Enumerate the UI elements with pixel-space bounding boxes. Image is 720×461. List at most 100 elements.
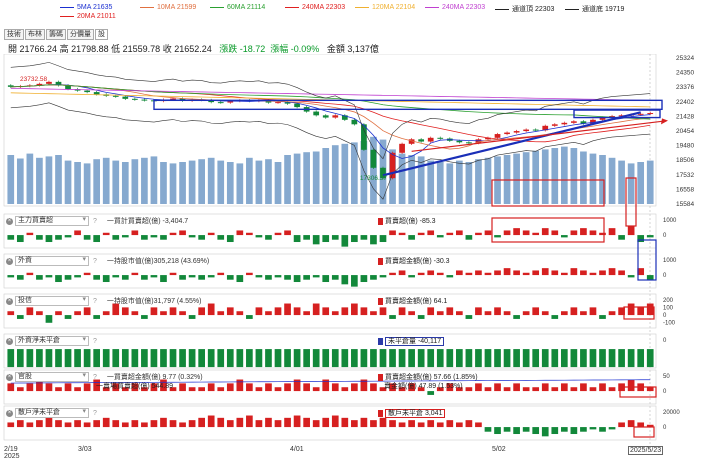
panel-stat-value: 買賣超(億) -85.3 bbox=[385, 218, 436, 225]
indicator-bar bbox=[331, 349, 339, 368]
indicator-bar bbox=[389, 315, 396, 319]
candle-body bbox=[571, 121, 577, 123]
indicator-bar bbox=[570, 387, 578, 392]
indicator-bar bbox=[169, 272, 177, 276]
channel-bottom-line bbox=[10, 102, 651, 200]
volume-bar bbox=[131, 159, 139, 204]
panel-header: ×外資? 一持股市值(億)305,218 (43.69%) bbox=[6, 256, 209, 267]
volume-bar bbox=[608, 157, 616, 204]
indicator-bar bbox=[150, 275, 158, 278]
indicator-bar bbox=[303, 349, 310, 368]
volume-bar bbox=[446, 163, 454, 204]
indicator-bar bbox=[112, 303, 120, 316]
indicator-bar bbox=[541, 349, 549, 368]
close-panel-icon[interactable]: × bbox=[6, 257, 13, 265]
indicator-bar bbox=[379, 307, 387, 316]
indicator-bar bbox=[179, 311, 186, 316]
candle-body bbox=[485, 137, 491, 140]
indicator-bar bbox=[570, 427, 578, 435]
indicator-bar bbox=[580, 270, 587, 276]
indicator-bar bbox=[589, 387, 597, 392]
indicator-bar bbox=[45, 417, 53, 428]
help-icon[interactable]: ? bbox=[93, 409, 97, 417]
panel-tick-label: 0 bbox=[663, 313, 667, 319]
panel-stat-right: 買賣超(億) -85.3 bbox=[378, 216, 436, 226]
indicator-bar bbox=[494, 307, 501, 316]
legend-item: 10MA 21599 bbox=[140, 4, 196, 11]
volume-bar bbox=[198, 159, 205, 204]
tab-1[interactable]: 布林 bbox=[25, 29, 45, 40]
indicator-bar bbox=[370, 275, 377, 280]
volume-bar bbox=[179, 162, 186, 204]
close-panel-icon[interactable]: × bbox=[6, 337, 13, 345]
x-tick-label: 2025/5/23 bbox=[628, 446, 664, 455]
tab-0[interactable]: 技術 bbox=[4, 29, 24, 40]
tab-3[interactable]: 分價量 bbox=[67, 29, 94, 40]
indicator-bar bbox=[64, 235, 72, 238]
help-icon[interactable]: ? bbox=[93, 298, 97, 305]
indicator-bar bbox=[436, 349, 444, 368]
close-panel-icon[interactable]: × bbox=[6, 409, 13, 417]
indicator-bar bbox=[7, 383, 15, 392]
candle-body bbox=[313, 111, 320, 116]
indicator-select[interactable]: 官股 bbox=[15, 372, 89, 383]
indicator-bar bbox=[389, 420, 396, 428]
indicator-bar bbox=[246, 232, 253, 236]
indicator-select[interactable]: 散戶淨未平倉 bbox=[15, 408, 89, 418]
help-icon[interactable]: ? bbox=[93, 258, 97, 265]
indicator-bar bbox=[169, 349, 177, 368]
indicator-bar bbox=[121, 349, 129, 368]
indicator-select[interactable]: 外資 bbox=[15, 256, 89, 267]
volume-bar bbox=[169, 163, 177, 204]
indicator-bar bbox=[532, 349, 540, 368]
candle-body bbox=[170, 98, 176, 100]
indicator-select[interactable]: 投信 bbox=[15, 296, 89, 307]
close-panel-icon[interactable]: × bbox=[6, 217, 13, 225]
help-icon[interactable]: ? bbox=[93, 374, 97, 381]
indicator-bar bbox=[351, 275, 358, 287]
indicator-bar bbox=[408, 420, 415, 428]
indicator-bar bbox=[427, 270, 435, 276]
chart-canvas[interactable]: 23732.58 17306.37 25324 24350 23376 22402 2142… bbox=[0, 54, 720, 446]
help-icon[interactable]: ? bbox=[93, 337, 97, 345]
indicator-bar bbox=[589, 349, 597, 368]
indicator-bar bbox=[646, 387, 654, 392]
indicator-bar bbox=[150, 235, 158, 238]
help-icon[interactable]: ? bbox=[93, 218, 97, 225]
indicator-bar bbox=[417, 232, 425, 236]
indicator-bar bbox=[83, 422, 91, 428]
panel-stat-value: 買賣超金額(億) 64.1 bbox=[385, 298, 448, 305]
close-panel-icon[interactable]: × bbox=[6, 373, 13, 381]
tab-2[interactable]: 籌碼 bbox=[46, 29, 66, 40]
volume-bar bbox=[427, 160, 435, 204]
indicator-bar bbox=[580, 427, 587, 432]
legend-swatch bbox=[355, 6, 369, 8]
indicator-bar bbox=[102, 349, 110, 368]
volume-bar bbox=[351, 142, 358, 204]
candle-body bbox=[408, 139, 415, 144]
legend-item: 通道頂 22303 bbox=[495, 4, 554, 14]
indicator-select[interactable]: 外資淨未平倉 bbox=[15, 336, 89, 346]
candle-body bbox=[275, 102, 281, 104]
indicator-bar bbox=[427, 349, 435, 368]
close-panel-icon[interactable]: × bbox=[6, 297, 13, 305]
volume-bar bbox=[207, 157, 215, 204]
volume-bar bbox=[513, 153, 520, 204]
indicator-select[interactable]: 主力買賣超 bbox=[15, 216, 89, 227]
volume-bar bbox=[255, 160, 263, 204]
y-tick-label: 16558 bbox=[676, 186, 694, 193]
indicator-bar bbox=[74, 311, 81, 316]
indicator-bar bbox=[265, 235, 272, 240]
indicator-bar bbox=[551, 387, 559, 392]
indicator-bar bbox=[312, 275, 320, 278]
indicator-bar bbox=[226, 349, 234, 368]
indicator-bar bbox=[360, 235, 368, 240]
indicator-bar bbox=[16, 349, 24, 368]
indicator-bar bbox=[551, 230, 559, 236]
indicator-bar bbox=[255, 387, 263, 392]
indicator-bar bbox=[217, 349, 225, 368]
candle-body bbox=[65, 85, 71, 90]
highlight-box-blue bbox=[637, 239, 657, 281]
tab-4[interactable]: 設 bbox=[95, 29, 108, 40]
indicator-bar bbox=[207, 275, 215, 278]
